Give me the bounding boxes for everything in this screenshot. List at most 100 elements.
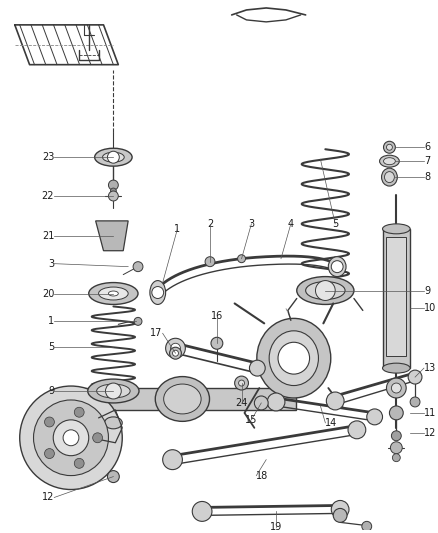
- Text: 2: 2: [207, 219, 213, 229]
- Text: 6: 6: [424, 142, 430, 152]
- Circle shape: [390, 442, 402, 454]
- Circle shape: [109, 191, 118, 201]
- Circle shape: [235, 376, 248, 390]
- Circle shape: [170, 347, 181, 359]
- Circle shape: [134, 317, 142, 325]
- Ellipse shape: [380, 155, 399, 167]
- Circle shape: [392, 454, 400, 462]
- Bar: [382, 229, 410, 368]
- Text: 12: 12: [42, 492, 54, 503]
- Text: 9: 9: [424, 286, 430, 295]
- Circle shape: [110, 188, 117, 194]
- Circle shape: [249, 360, 265, 376]
- Ellipse shape: [382, 224, 410, 234]
- Circle shape: [408, 370, 422, 384]
- Circle shape: [333, 508, 347, 522]
- Circle shape: [106, 383, 121, 399]
- Circle shape: [107, 151, 119, 163]
- Circle shape: [362, 521, 372, 531]
- Circle shape: [348, 421, 366, 439]
- Text: 3: 3: [48, 259, 54, 269]
- Text: 15: 15: [245, 415, 258, 425]
- Polygon shape: [95, 221, 128, 251]
- Ellipse shape: [105, 417, 122, 429]
- Circle shape: [326, 392, 344, 410]
- Circle shape: [162, 450, 182, 470]
- Bar: [386, 237, 406, 356]
- Circle shape: [45, 449, 54, 458]
- Ellipse shape: [382, 363, 410, 373]
- Circle shape: [392, 383, 401, 393]
- Text: 24: 24: [235, 398, 248, 408]
- Circle shape: [211, 337, 223, 349]
- Ellipse shape: [155, 377, 209, 422]
- Ellipse shape: [150, 280, 166, 304]
- Ellipse shape: [95, 148, 132, 166]
- Circle shape: [367, 409, 382, 425]
- Circle shape: [389, 406, 403, 420]
- Text: 13: 13: [424, 363, 436, 373]
- Circle shape: [331, 261, 343, 272]
- Circle shape: [237, 255, 245, 263]
- Ellipse shape: [306, 281, 345, 300]
- Circle shape: [278, 342, 310, 374]
- Ellipse shape: [269, 331, 318, 385]
- Ellipse shape: [257, 318, 331, 398]
- Circle shape: [63, 430, 79, 446]
- Ellipse shape: [99, 287, 128, 300]
- Ellipse shape: [164, 384, 201, 414]
- Text: 5: 5: [48, 342, 54, 352]
- Ellipse shape: [89, 282, 138, 304]
- Text: 4: 4: [288, 219, 294, 229]
- Circle shape: [205, 257, 215, 266]
- Circle shape: [254, 396, 268, 410]
- Text: 10: 10: [424, 303, 436, 313]
- Text: 14: 14: [325, 418, 338, 428]
- Text: 23: 23: [42, 152, 54, 162]
- Ellipse shape: [97, 384, 130, 398]
- Circle shape: [170, 343, 180, 353]
- Ellipse shape: [102, 152, 124, 162]
- Text: 11: 11: [424, 408, 436, 418]
- Text: 7: 7: [424, 156, 430, 166]
- Circle shape: [107, 471, 119, 482]
- Circle shape: [386, 144, 392, 150]
- Text: 1: 1: [48, 317, 54, 326]
- Circle shape: [192, 502, 212, 521]
- Circle shape: [384, 141, 396, 153]
- Ellipse shape: [328, 257, 346, 277]
- Text: 8: 8: [424, 172, 430, 182]
- Circle shape: [74, 407, 84, 417]
- Circle shape: [53, 420, 89, 456]
- Text: 9: 9: [48, 386, 54, 396]
- Circle shape: [267, 393, 285, 411]
- Circle shape: [392, 431, 401, 441]
- Circle shape: [133, 262, 143, 272]
- Text: 16: 16: [211, 311, 223, 321]
- Text: 21: 21: [42, 231, 54, 241]
- Circle shape: [166, 338, 185, 358]
- Circle shape: [45, 417, 54, 427]
- Circle shape: [152, 287, 164, 298]
- Text: 19: 19: [270, 522, 282, 532]
- Bar: [79, 388, 296, 410]
- Circle shape: [34, 400, 109, 475]
- Ellipse shape: [381, 168, 397, 186]
- Text: 22: 22: [42, 191, 54, 201]
- Ellipse shape: [297, 277, 354, 304]
- Text: 5: 5: [332, 219, 338, 229]
- Ellipse shape: [109, 291, 118, 296]
- Text: 12: 12: [424, 428, 436, 438]
- Text: 18: 18: [256, 471, 268, 481]
- Ellipse shape: [88, 379, 139, 403]
- Circle shape: [20, 386, 122, 489]
- Circle shape: [74, 458, 84, 469]
- Circle shape: [331, 500, 349, 519]
- Circle shape: [239, 380, 244, 386]
- Circle shape: [93, 433, 102, 443]
- Circle shape: [315, 280, 335, 301]
- Circle shape: [173, 350, 178, 356]
- Ellipse shape: [385, 172, 394, 183]
- Text: 1: 1: [174, 224, 180, 234]
- Circle shape: [109, 180, 118, 190]
